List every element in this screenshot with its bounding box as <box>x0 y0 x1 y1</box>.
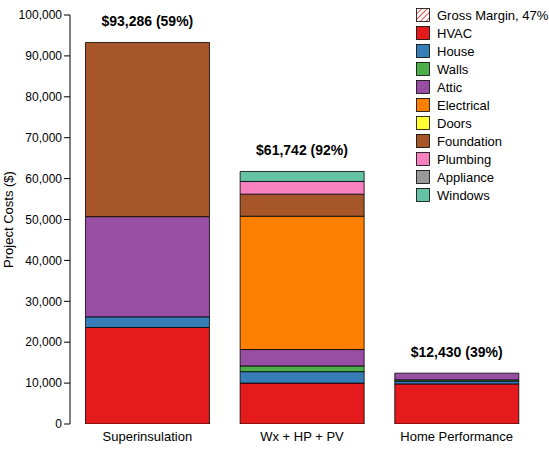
svg-text:80,000: 80,000 <box>25 90 62 104</box>
svg-text:30,000: 30,000 <box>25 295 62 309</box>
html-text:Doors: Doors <box>437 115 472 131</box>
svg-text:$61,742 (92%): $61,742 (92%) <box>256 142 348 158</box>
svg-text:90,000: 90,000 <box>25 49 62 63</box>
html-text:Gross Margin, 47%: Gross Margin, 47% <box>437 7 549 23</box>
svg-text:100,000: 100,000 <box>19 8 63 22</box>
svg-text:Project Costs ($): Project Costs ($) <box>8 171 16 268</box>
svg-text:$93,286 (59%): $93,286 (59%) <box>101 13 193 29</box>
svg-text:70,000: 70,000 <box>25 131 62 145</box>
html-text:Windows: Windows <box>437 187 490 203</box>
svg-text:50,000: 50,000 <box>25 213 62 227</box>
svg-text:Wx + HP + PV: Wx + HP + PV <box>260 429 344 444</box>
svg-text:10,000: 10,000 <box>25 376 62 390</box>
svg-text:40,000: 40,000 <box>25 254 62 268</box>
svg-text:0: 0 <box>55 417 62 431</box>
html-text:Attic: Attic <box>437 79 463 95</box>
html-text:House: House <box>437 43 475 59</box>
svg-text:20,000: 20,000 <box>25 335 62 349</box>
html-text:HVAC: HVAC <box>437 25 473 41</box>
html-text:Appliance: Appliance <box>437 169 495 185</box>
html-text:Plumbing: Plumbing <box>437 151 492 167</box>
html-text:Walls: Walls <box>437 61 469 77</box>
svg-text:Superinsulation: Superinsulation <box>103 429 193 444</box>
svg-text:60,000: 60,000 <box>25 172 62 186</box>
svg-text:$12,430 (39%): $12,430 (39%) <box>411 344 503 360</box>
html-text:Electrical: Electrical <box>437 97 490 113</box>
svg-text:Home Performance: Home Performance <box>400 429 513 444</box>
html-text:Foundation: Foundation <box>437 133 503 149</box>
